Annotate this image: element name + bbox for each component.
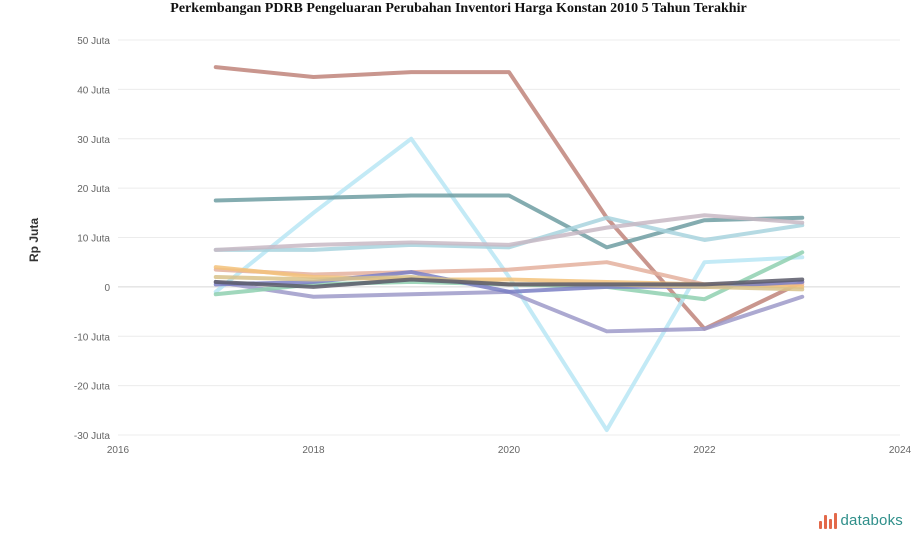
chart-title: Perkembangan PDRB Pengeluaran Perubahan … (170, 1, 747, 16)
x-tick-label: 2022 (693, 445, 716, 456)
databoks-logo-icon (818, 512, 837, 529)
series-line-4[interactable] (213, 215, 805, 252)
y-tick-label: 30 Juta (77, 135, 110, 146)
y-axis-ticks: 50 Juta 40 Juta 30 Juta 20 Juta 10 Juta 0 -10 … (74, 36, 111, 442)
y-tick-label: -30 Juta (74, 431, 111, 442)
x-tick-label: 2016 (107, 445, 130, 456)
x-tick-label: 2018 (302, 445, 325, 456)
series-line-3[interactable] (213, 193, 805, 250)
y-tick-label: 40 Juta (77, 85, 110, 96)
series-line-6[interactable] (213, 279, 805, 334)
series-line-12[interactable] (213, 277, 805, 289)
x-tick-label: 2020 (498, 445, 521, 456)
x-axis-ticks: 2016 2018 2020 2022 2024 (107, 445, 912, 456)
y-tick-label: 0 (104, 283, 110, 294)
series-lines (213, 65, 805, 433)
databoks-logo[interactable]: databoks (818, 512, 903, 529)
y-tick-label: 10 Juta (77, 234, 110, 245)
y-tick-label: 50 Juta (77, 36, 110, 47)
x-tick-label: 2024 (889, 445, 912, 456)
y-tick-label: -10 Juta (74, 332, 111, 343)
y-axis-label: Rp Juta (27, 218, 41, 262)
gridlines (118, 39, 900, 436)
brand-name: databoks (840, 512, 903, 529)
y-tick-label: 20 Juta (77, 184, 110, 195)
y-tick-label: -20 Juta (74, 382, 111, 393)
series-line-2[interactable] (213, 136, 805, 433)
series-line-5[interactable] (213, 213, 805, 252)
